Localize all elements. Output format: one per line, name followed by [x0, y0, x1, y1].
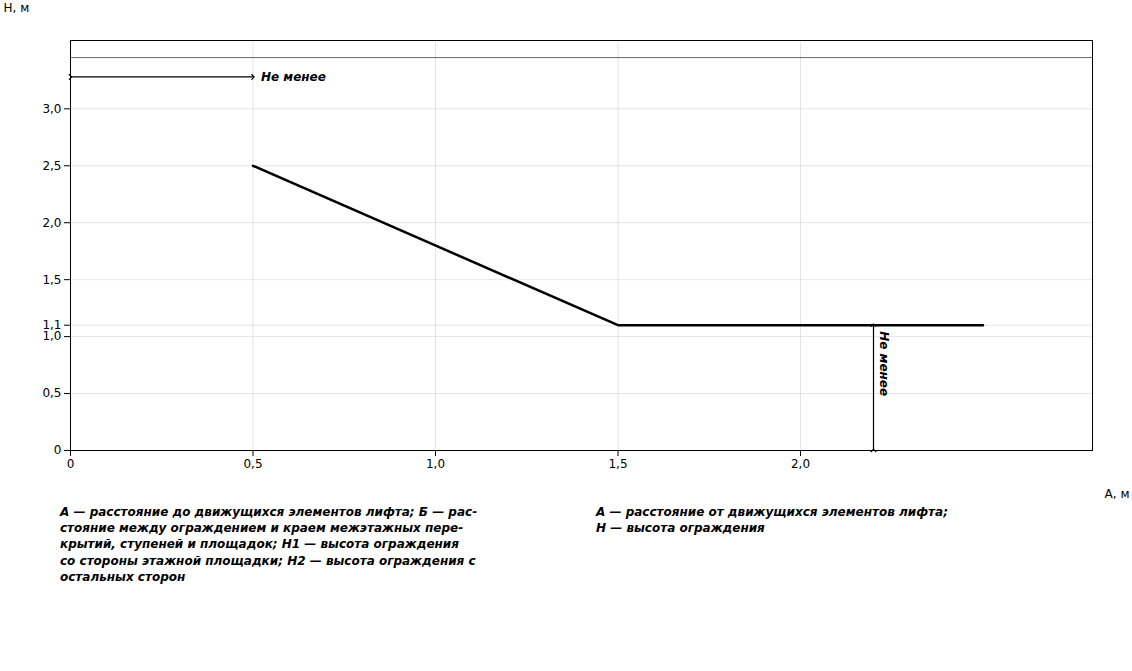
svg-text:0,5: 0,5: [42, 386, 61, 400]
svg-text:2,5: 2,5: [42, 159, 61, 173]
svg-text:Не менее: Не менее: [877, 331, 891, 396]
svg-text:1,5: 1,5: [608, 457, 627, 471]
svg-text:0: 0: [67, 457, 75, 471]
svg-text:H, м: H, м: [4, 1, 30, 15]
svg-text:Не менее: Не менее: [261, 70, 326, 84]
svg-text:1,1: 1,1: [42, 318, 61, 332]
svg-text:A, м: A, м: [1105, 487, 1130, 501]
svg-text:0,5: 0,5: [243, 457, 262, 471]
svg-text:1,0: 1,0: [426, 457, 445, 471]
html-text:A — расстояние до движущихся э: A — расстояние до движущихся элементов л…: [60, 505, 478, 584]
svg-text:2,0: 2,0: [791, 457, 810, 471]
svg-text:0: 0: [54, 443, 62, 457]
html-text:A — расстояние от движущихся э: A — расстояние от движущихся элементов л…: [596, 505, 948, 536]
svg-text:1,0: 1,0: [42, 329, 62, 344]
svg-text:1,5: 1,5: [42, 273, 61, 287]
svg-text:2,0: 2,0: [42, 216, 61, 230]
svg-text:3,0: 3,0: [42, 102, 61, 116]
